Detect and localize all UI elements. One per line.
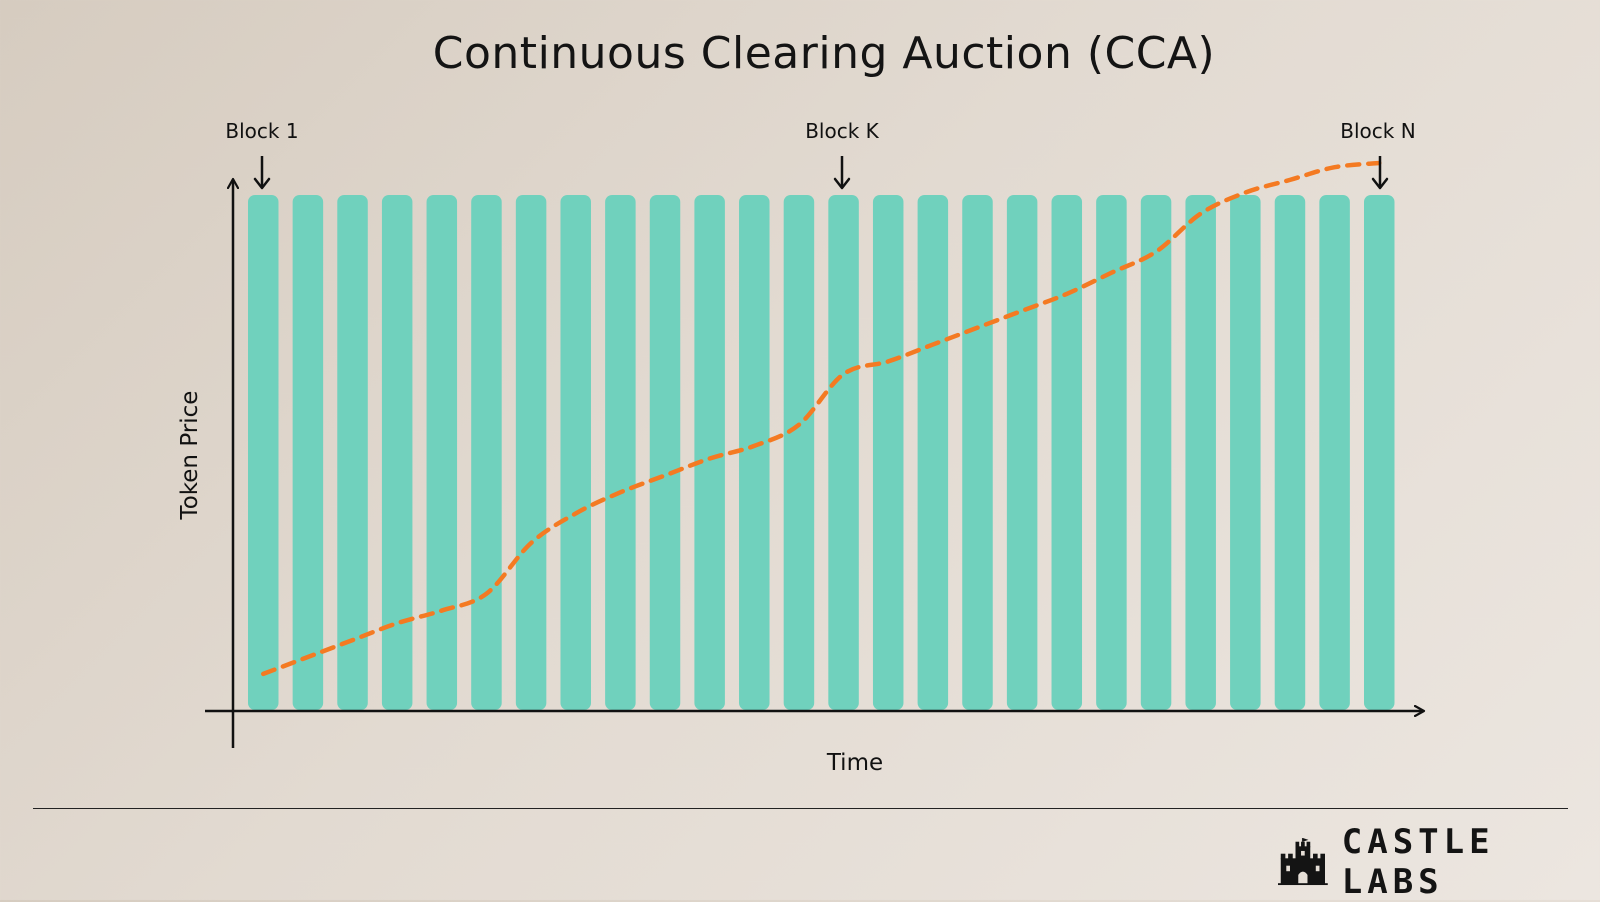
time-block xyxy=(1230,195,1261,710)
time-block xyxy=(471,195,502,710)
time-block xyxy=(605,195,636,710)
time-block xyxy=(337,195,368,710)
down-arrow-head-icon xyxy=(1371,177,1389,190)
y-axis-label: Token Price xyxy=(177,391,203,521)
clearing-price-line xyxy=(261,160,1382,677)
time-block xyxy=(1140,195,1172,710)
time-block xyxy=(1096,195,1127,710)
time-block xyxy=(739,195,770,710)
x-axis-label: Time xyxy=(826,750,883,776)
brand-name: CASTLE LABS xyxy=(1341,822,1495,902)
time-block xyxy=(292,195,324,710)
time-block xyxy=(694,195,725,710)
page-title: Continuous Clearing Auction (CCA) xyxy=(432,28,1216,79)
marker-block-1: Block 1 xyxy=(225,119,299,190)
time-block xyxy=(1319,195,1350,710)
marker-block-k: Block K xyxy=(805,119,880,190)
time-block xyxy=(962,195,993,710)
time-block xyxy=(917,195,949,710)
footer-divider xyxy=(33,808,1568,809)
time-block xyxy=(872,195,904,710)
marker-label-block-1: Block 1 xyxy=(225,119,298,143)
castle-icon xyxy=(1278,838,1328,886)
down-arrow-head-icon xyxy=(833,177,851,190)
time-block xyxy=(649,195,681,710)
time-block xyxy=(381,195,413,710)
time-block xyxy=(1364,195,1395,710)
time-block xyxy=(560,195,591,710)
marker-label-block-n: Block N xyxy=(1340,119,1415,143)
time-block xyxy=(426,195,458,710)
time-block xyxy=(783,195,815,710)
time-block xyxy=(1051,195,1083,710)
time-block xyxy=(248,195,279,710)
time-block xyxy=(1185,195,1216,710)
down-arrow-head-icon xyxy=(253,177,271,190)
time-block xyxy=(1274,195,1306,710)
brand: CASTLE LABS xyxy=(1278,822,1600,902)
marker-label-block-k: Block K xyxy=(805,119,879,143)
time-block xyxy=(1006,195,1038,710)
time-block xyxy=(828,195,859,710)
time-blocks xyxy=(248,195,1395,710)
time-block xyxy=(515,195,547,710)
marker-block-n: Block N xyxy=(1340,119,1416,190)
